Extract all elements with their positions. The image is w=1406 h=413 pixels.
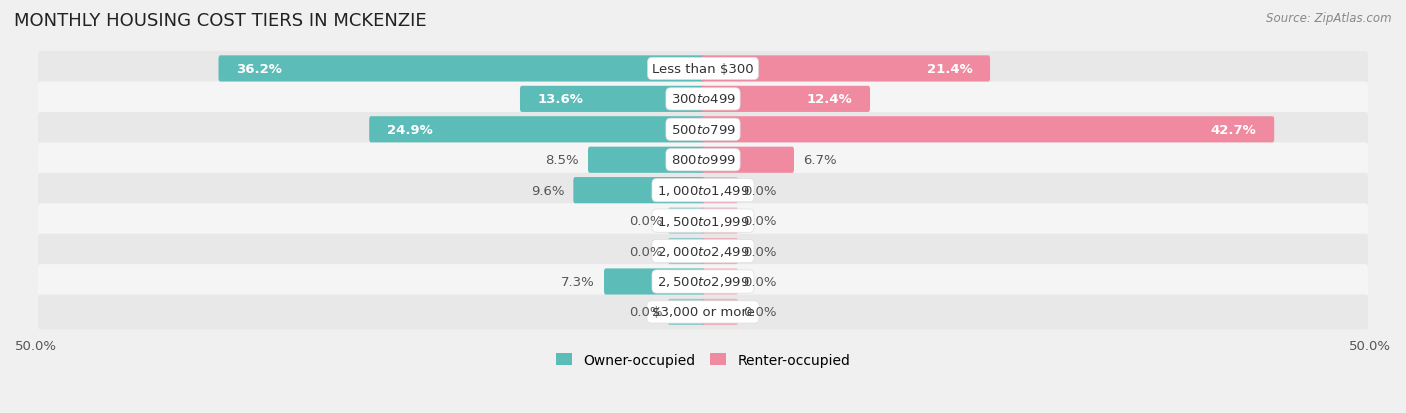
Text: $1,000 to $1,499: $1,000 to $1,499 bbox=[657, 184, 749, 198]
FancyBboxPatch shape bbox=[702, 299, 738, 325]
FancyBboxPatch shape bbox=[520, 87, 704, 113]
Text: $800 to $999: $800 to $999 bbox=[671, 154, 735, 167]
FancyBboxPatch shape bbox=[38, 295, 1368, 330]
FancyBboxPatch shape bbox=[574, 178, 704, 204]
FancyBboxPatch shape bbox=[668, 208, 704, 234]
FancyBboxPatch shape bbox=[702, 269, 738, 295]
FancyBboxPatch shape bbox=[38, 264, 1368, 299]
FancyBboxPatch shape bbox=[702, 238, 738, 264]
FancyBboxPatch shape bbox=[588, 147, 704, 173]
FancyBboxPatch shape bbox=[38, 143, 1368, 178]
FancyBboxPatch shape bbox=[370, 117, 704, 143]
FancyBboxPatch shape bbox=[668, 299, 704, 325]
FancyBboxPatch shape bbox=[702, 208, 738, 234]
FancyBboxPatch shape bbox=[605, 269, 704, 295]
Text: 12.4%: 12.4% bbox=[807, 93, 852, 106]
Text: 0.0%: 0.0% bbox=[742, 275, 776, 288]
Text: 0.0%: 0.0% bbox=[742, 184, 776, 197]
FancyBboxPatch shape bbox=[38, 52, 1368, 87]
Text: 8.5%: 8.5% bbox=[546, 154, 579, 167]
Text: MONTHLY HOUSING COST TIERS IN MCKENZIE: MONTHLY HOUSING COST TIERS IN MCKENZIE bbox=[14, 12, 426, 30]
FancyBboxPatch shape bbox=[38, 82, 1368, 117]
Text: Less than $300: Less than $300 bbox=[652, 63, 754, 76]
Text: 13.6%: 13.6% bbox=[537, 93, 583, 106]
Text: 21.4%: 21.4% bbox=[927, 63, 973, 76]
FancyBboxPatch shape bbox=[668, 238, 704, 264]
Text: $2,000 to $2,499: $2,000 to $2,499 bbox=[657, 244, 749, 259]
FancyBboxPatch shape bbox=[38, 173, 1368, 208]
FancyBboxPatch shape bbox=[38, 234, 1368, 269]
Text: $1,500 to $1,999: $1,500 to $1,999 bbox=[657, 214, 749, 228]
FancyBboxPatch shape bbox=[702, 117, 1274, 143]
Text: 9.6%: 9.6% bbox=[530, 184, 564, 197]
FancyBboxPatch shape bbox=[702, 87, 870, 113]
Text: Source: ZipAtlas.com: Source: ZipAtlas.com bbox=[1267, 12, 1392, 25]
FancyBboxPatch shape bbox=[702, 147, 794, 173]
Text: $500 to $799: $500 to $799 bbox=[671, 123, 735, 136]
Text: 36.2%: 36.2% bbox=[236, 63, 283, 76]
FancyBboxPatch shape bbox=[702, 178, 738, 204]
Text: $2,500 to $2,999: $2,500 to $2,999 bbox=[657, 275, 749, 289]
Text: 0.0%: 0.0% bbox=[630, 306, 664, 319]
Text: 6.7%: 6.7% bbox=[803, 154, 837, 167]
Text: 7.3%: 7.3% bbox=[561, 275, 595, 288]
FancyBboxPatch shape bbox=[218, 56, 704, 82]
FancyBboxPatch shape bbox=[38, 113, 1368, 147]
Text: 24.9%: 24.9% bbox=[387, 123, 433, 136]
Legend: Owner-occupied, Renter-occupied: Owner-occupied, Renter-occupied bbox=[550, 347, 856, 372]
FancyBboxPatch shape bbox=[38, 204, 1368, 238]
Text: $3,000 or more: $3,000 or more bbox=[651, 306, 755, 319]
Text: 42.7%: 42.7% bbox=[1211, 123, 1257, 136]
Text: 0.0%: 0.0% bbox=[742, 306, 776, 319]
Text: 0.0%: 0.0% bbox=[630, 245, 664, 258]
Text: 0.0%: 0.0% bbox=[742, 215, 776, 228]
Text: 0.0%: 0.0% bbox=[630, 215, 664, 228]
Text: $300 to $499: $300 to $499 bbox=[671, 93, 735, 106]
Text: 0.0%: 0.0% bbox=[742, 245, 776, 258]
FancyBboxPatch shape bbox=[702, 56, 990, 82]
